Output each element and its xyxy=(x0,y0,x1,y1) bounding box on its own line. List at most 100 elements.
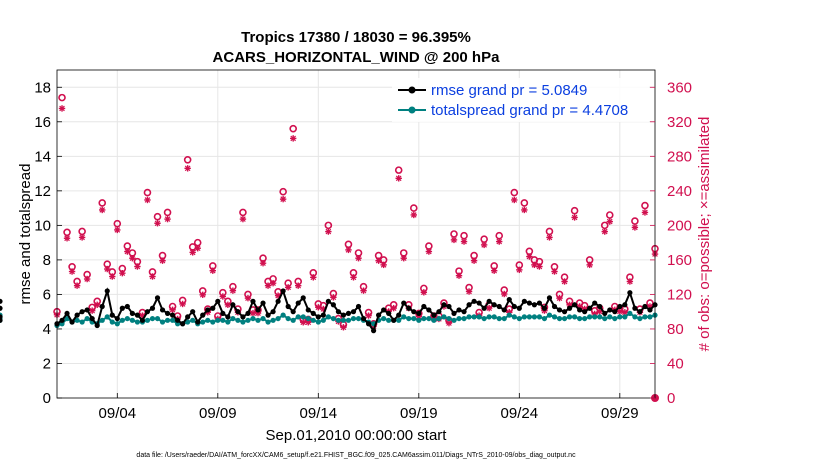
rmse-point xyxy=(536,300,543,306)
totalspread-point xyxy=(250,315,256,322)
totalspread-point xyxy=(632,314,638,320)
y-axis-label: rmse and totalspread xyxy=(17,164,34,305)
totalspread-point xyxy=(320,317,326,323)
obs-possible-marker xyxy=(545,227,554,236)
totalspread-point xyxy=(461,315,467,322)
footnote: data file: /Users/raeder/DAI/ATM_forcXX/… xyxy=(136,452,576,459)
y-right-tick-label: 240 xyxy=(667,183,692,200)
rmse-point xyxy=(0,305,3,311)
rmse-point xyxy=(632,305,638,311)
totalspread-point xyxy=(607,314,613,320)
rmse-point xyxy=(556,307,563,313)
rmse-point xyxy=(411,309,417,315)
rmse-point xyxy=(164,310,171,317)
rmse-point xyxy=(255,307,261,313)
y-right-tick-label: 80 xyxy=(667,321,684,338)
obs-possible-marker xyxy=(344,240,353,249)
totalspread-point xyxy=(466,314,472,320)
totalspread-point xyxy=(310,317,316,323)
rmse-point xyxy=(511,303,517,310)
obs-possible-marker xyxy=(58,93,66,102)
rmse-point xyxy=(59,317,65,323)
obs-assimilated-marker xyxy=(88,307,96,314)
totalspread-point xyxy=(295,314,301,320)
rmse-point xyxy=(345,310,352,317)
rmse-point xyxy=(491,302,497,308)
rmse-point xyxy=(215,298,221,304)
totalspread-point xyxy=(526,314,532,320)
rmse-point xyxy=(109,312,115,318)
y-axis-right-label: # of obs: o=possible; ×=assimilated xyxy=(696,117,713,352)
obs-assimilated-marker xyxy=(129,255,136,262)
rmse-point xyxy=(406,305,412,311)
rmse-point xyxy=(571,302,578,308)
axis-ticks: 09/04 09/09 09/14 09/19 09/24 09/29 0 2 4 6 8 10 12 1… xyxy=(34,79,692,422)
totalspread-point xyxy=(215,317,221,323)
rmse-point xyxy=(89,315,95,322)
rmse-point xyxy=(245,310,251,317)
rmse-point xyxy=(642,303,648,310)
obs-possible-marker xyxy=(600,221,609,230)
rmse-point xyxy=(230,302,236,308)
totalspread-point xyxy=(235,317,241,323)
obs-assimilated-marker xyxy=(455,272,463,279)
obs-possible-marker xyxy=(570,206,579,215)
obs-assimilated-marker xyxy=(601,228,608,235)
obs-assimilated-marker xyxy=(340,324,347,331)
rmse-point xyxy=(200,312,206,318)
rmse-point xyxy=(476,300,482,306)
chart-title: Tropics 17380 / 18030 = 96.395% xyxy=(241,29,471,46)
totalspread-point xyxy=(114,321,120,327)
obs-assimilated-marker xyxy=(460,238,468,245)
rmse-point xyxy=(114,315,120,322)
totalspread-point xyxy=(627,310,633,317)
rmse-point xyxy=(205,307,211,313)
totalspread-point xyxy=(521,314,527,320)
totalspread-point xyxy=(190,317,196,323)
obs-assimilated-marker xyxy=(264,282,272,289)
rmse-point xyxy=(94,322,100,329)
y-tick-label: 16 xyxy=(34,114,51,131)
rmse-point xyxy=(451,310,457,317)
obs-assimilated-marker xyxy=(360,287,367,294)
obs-possible-marker xyxy=(279,187,287,196)
rmse-point xyxy=(305,307,311,313)
rmse-point xyxy=(516,305,522,311)
totalspread-point xyxy=(456,315,462,322)
totalspread-point xyxy=(411,315,417,322)
obs-assimilated-marker xyxy=(536,263,543,270)
totalspread-point xyxy=(536,314,543,320)
rmse-point xyxy=(300,295,306,301)
rmse-point xyxy=(119,305,125,311)
rmse-point xyxy=(582,309,588,315)
rmse-point xyxy=(295,300,301,306)
rmse-point xyxy=(270,309,276,315)
totalspread-point xyxy=(205,317,211,323)
totalspread-point xyxy=(431,317,437,323)
totalspread-point xyxy=(265,319,271,325)
rmse-point xyxy=(577,307,583,313)
totalspread-point xyxy=(501,315,507,322)
totalspread-point xyxy=(79,319,85,325)
rmse-point xyxy=(360,315,367,322)
totalspread-point xyxy=(386,317,392,323)
rmse-point xyxy=(456,307,462,313)
rmse-point xyxy=(180,321,186,327)
totalspread-point xyxy=(587,314,593,320)
totalspread-point xyxy=(577,315,583,322)
totalspread-point xyxy=(210,319,216,325)
y-tick-label: 18 xyxy=(34,79,51,96)
totalspread-point xyxy=(200,319,206,325)
obs-possible-marker xyxy=(98,199,107,207)
obs-possible-marker xyxy=(480,235,488,243)
rmse-point xyxy=(79,309,85,315)
rmse-point xyxy=(647,307,653,313)
totalspread-point xyxy=(647,314,653,320)
obs-assimilated-marker xyxy=(209,267,216,274)
obs-possible-marker xyxy=(143,188,152,197)
obs-assimilated-marker xyxy=(551,268,558,275)
obs-assimilated-marker xyxy=(526,253,533,260)
rmse-point xyxy=(386,310,392,317)
y-right-tick-label: 200 xyxy=(667,217,692,234)
totalspread-point xyxy=(516,315,522,322)
